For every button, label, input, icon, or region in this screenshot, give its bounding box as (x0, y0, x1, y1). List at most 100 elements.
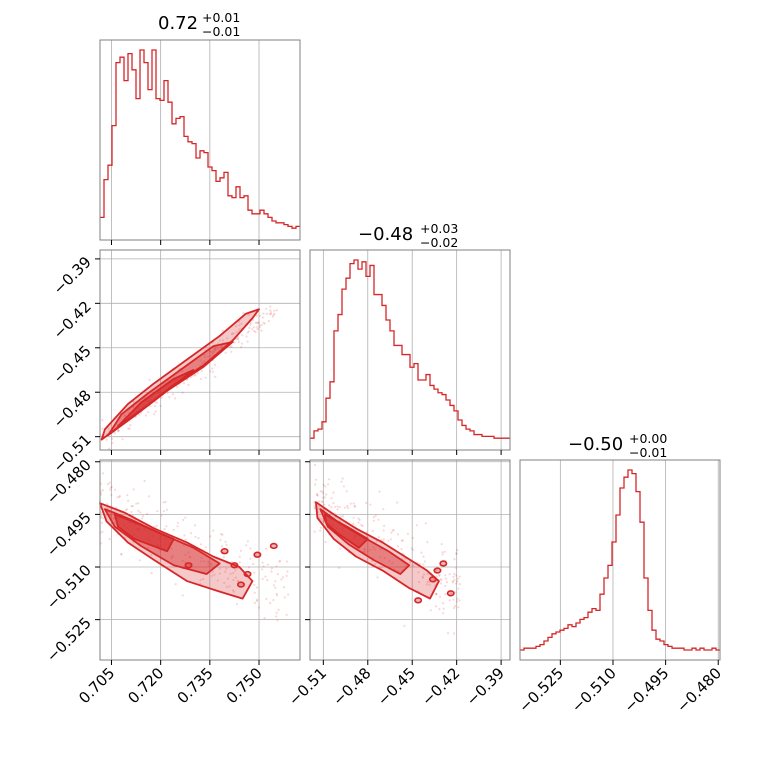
density-2-vs-1-sample-229 (268, 313, 271, 316)
density-3-vs-1-sample-252 (229, 572, 232, 575)
hist-param-2-frame (309, 249, 511, 451)
density-3-vs-2-sample-240 (388, 559, 391, 562)
density-2-vs-1-sample-209 (242, 311, 245, 315)
density-2-vs-1-sample-254 (108, 447, 111, 450)
density-3-vs-1-sample-227 (257, 606, 260, 609)
density-2-vs-1-yticklabel-0: −0.39 (50, 253, 95, 298)
density-3-vs-2-sample-202 (455, 552, 458, 555)
density-3-vs-1-sample-218 (209, 535, 212, 538)
density-3-vs-2-sample-198 (369, 548, 372, 551)
density-2-vs-1-sample-230 (101, 419, 104, 422)
density-3-vs-2-sample-219 (435, 569, 438, 572)
density-3-vs-2-sample-41 (412, 548, 415, 551)
density-3-vs-1-sample-169 (253, 591, 256, 594)
density-2-vs-1-sample-111 (275, 309, 278, 312)
density-3-vs-2-island-4 (433, 567, 442, 574)
density-2-vs-1-sample-159 (229, 345, 232, 348)
density-3-vs-1-sample-194 (170, 547, 173, 550)
density-3-vs-2-sample-150 (400, 539, 403, 542)
density-3-vs-1-sample-163 (275, 594, 279, 597)
density-2-vs-1-sample-247 (101, 427, 104, 430)
density-3-vs-2-sample-16 (375, 540, 378, 543)
density-3-vs-1-sample-79 (108, 481, 111, 484)
density-2-vs-1-sample-256 (214, 349, 217, 352)
density-3-vs-1-sample-185 (254, 554, 258, 557)
density-3-vs-2-sample-84 (453, 558, 456, 561)
density-3-vs-1-sample-197 (171, 554, 174, 557)
density-3-vs-2-sample-209 (438, 608, 441, 611)
density-3-vs-2-sample-78 (383, 524, 386, 528)
density-3-vs-2-sample-0 (378, 490, 381, 493)
density-3-vs-1-sample-14 (286, 570, 289, 573)
density-3-vs-2-sample-46 (334, 505, 337, 508)
density-3-vs-2-sample-223 (328, 478, 331, 481)
density-3-vs-1-sample-36 (265, 547, 268, 550)
density-3-vs-2-sample-259 (374, 562, 377, 566)
density-2-vs-1-sample-75 (230, 350, 233, 353)
density-3-vs-1-sample-51 (158, 549, 161, 552)
density-2-vs-1-sample-193 (260, 324, 263, 327)
density-2-vs-1-sample-2 (218, 339, 221, 342)
density-3-vs-2-sample-154 (349, 502, 352, 505)
density-2-vs-1-sample-87 (175, 385, 179, 388)
density-3-vs-1-sample-166 (283, 596, 286, 599)
density-3-vs-1-sample-259 (156, 510, 159, 513)
density-3-vs-1-sample-137 (184, 516, 187, 519)
density-2-vs-1-sample-45 (273, 312, 276, 315)
density-3-vs-1-sample-114 (256, 598, 259, 601)
density-3-vs-2-sample-167 (325, 493, 328, 496)
density-3-vs-2-sample-24 (313, 507, 316, 510)
density-3-vs-1-sample-196 (108, 512, 111, 515)
density-3-vs-1-island-2 (236, 581, 245, 588)
density-2-vs-1-sample-238 (214, 375, 217, 378)
density-3-vs-2-sample-212 (379, 556, 382, 559)
density-2-vs-1-sample-158 (253, 330, 256, 333)
density-3-vs-1-sample-93 (101, 517, 104, 520)
density-2-vs-1-sample-112 (132, 406, 135, 409)
density-2-vs-1-sample-207 (246, 331, 249, 334)
density-3-vs-2-sample-58 (424, 522, 427, 525)
density-2-vs-1-sample-98 (160, 396, 163, 399)
density-3-vs-1-sample-136 (220, 533, 223, 536)
density-3-vs-1-sample-99 (164, 500, 167, 503)
density-3-vs-1-sample-237 (184, 553, 187, 556)
density-3-vs-1-sample-38 (207, 560, 210, 563)
title-param-1-plus: +0.01 (202, 10, 240, 25)
density-3-vs-1-sample-7 (137, 509, 140, 512)
density-3-vs-2-sample-94 (382, 508, 385, 511)
density-2-vs-1-sample-127 (168, 396, 171, 399)
density-3-vs-1-sample-235 (110, 485, 113, 488)
title-param-1: 0.72 (158, 13, 198, 34)
density-3-vs-2-sample-158 (352, 502, 355, 505)
density-3-vs-1-sample-155 (224, 570, 227, 574)
density-3-vs-1-sample-124 (100, 521, 104, 524)
density-3-vs-1-sample-198 (176, 525, 179, 528)
density-3-vs-1-sample-33 (234, 569, 237, 572)
density-2-vs-1-sample-183 (129, 424, 132, 427)
density-3-vs-2-sample-45 (454, 604, 457, 608)
density-3-vs-2-sample-229 (376, 576, 379, 579)
density-3-vs-1-sample-162 (139, 511, 142, 514)
density-2-vs-1-sample-152 (196, 372, 199, 375)
density-3-vs-2-sample-254 (446, 632, 450, 635)
density-3-vs-1-sample-234 (132, 488, 135, 491)
density-3-vs-2-sample-36 (322, 492, 325, 495)
density-3-vs-2-sample-112 (338, 506, 341, 509)
density-3-vs-2-sample-193 (316, 494, 319, 497)
density-2-vs-1-sample-125 (217, 348, 220, 351)
density-2-vs-1-sample-251 (148, 378, 151, 381)
density-3-vs-2-contour-2 (323, 513, 369, 549)
density-3-vs-1-xticklabel-1: 0.720 (124, 664, 167, 707)
density-3-vs-2-sample-49 (343, 506, 346, 509)
density-3-vs-1-sample-183 (239, 549, 242, 552)
density-3-vs-2-sample-231 (438, 574, 441, 578)
density-3-vs-1-sample-165 (274, 586, 277, 589)
density-2-vs-1-sample-51 (220, 345, 223, 348)
density-3-vs-2-sample-131 (390, 531, 393, 534)
density-3-vs-2-sample-181 (377, 518, 380, 521)
density-3-vs-2-sample-243 (441, 602, 445, 605)
density-3-vs-1-sample-98 (137, 502, 140, 505)
density-3-vs-1-sample-62 (183, 534, 186, 537)
density-2-vs-1-sample-217 (194, 374, 197, 377)
density-3-vs-2-sample-216 (435, 592, 438, 595)
